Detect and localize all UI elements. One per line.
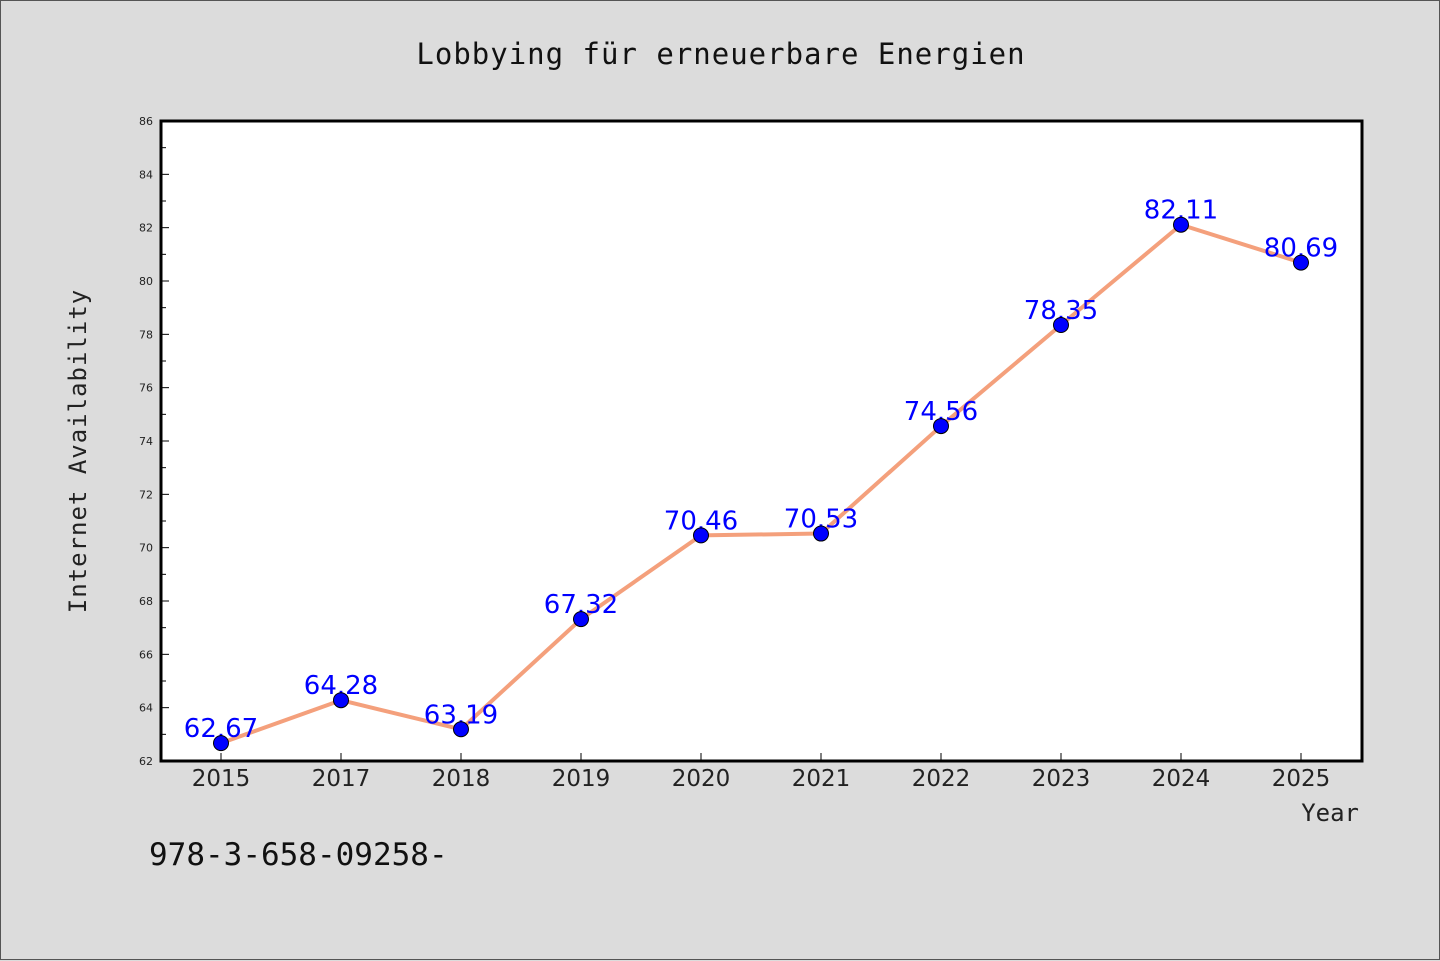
data-point	[1173, 216, 1189, 233]
y-tick-label: 72	[139, 488, 153, 501]
data-markers	[213, 216, 1309, 752]
y-tick-label: 84	[139, 168, 153, 181]
y-axis-label: Internet Availability	[64, 289, 92, 613]
data-point	[693, 527, 709, 544]
y-tick-label: 78	[139, 328, 153, 341]
y-tick-label: 64	[139, 702, 153, 715]
y-tick-label: 68	[139, 595, 153, 608]
data-point	[453, 721, 469, 738]
footer-note: 978-3-658-09258-	[149, 837, 448, 873]
data-point	[933, 418, 949, 435]
data-point	[1293, 254, 1309, 271]
x-tick-label: 2015	[192, 766, 251, 792]
data-point	[813, 525, 829, 542]
x-tick-label: 2023	[1032, 766, 1091, 792]
plot-area	[159, 119, 1364, 763]
x-tick-label: 2022	[912, 766, 971, 792]
y-axis: 62 64 66 68 70 72 74 76 78 80 82 84 86	[139, 115, 169, 768]
x-tick-label: 2017	[312, 766, 371, 792]
data-point	[573, 611, 589, 628]
x-tick-label: 2018	[432, 766, 491, 792]
x-axis: 2015 2017 2018 2019 2020 2021 2022 2023 2024 2025	[192, 753, 1331, 792]
y-tick-label: 74	[139, 435, 153, 448]
x-tick-label: 2019	[552, 766, 611, 792]
x-tick-label: 2025	[1272, 766, 1331, 792]
x-tick-label: 2021	[792, 766, 851, 792]
y-tick-label: 66	[139, 648, 153, 661]
x-tick-label: 2020	[672, 766, 731, 792]
series-line	[220, 222, 1302, 746]
x-tick-label: 2024	[1152, 766, 1211, 792]
chart-title: Lobbying für erneuerbare Energien	[416, 37, 1025, 71]
y-tick-label: 62	[139, 755, 153, 768]
y-tick-label: 76	[139, 382, 153, 395]
x-axis-label: Year	[1301, 799, 1359, 827]
data-point	[333, 692, 349, 709]
y-tick-label: 82	[139, 222, 153, 235]
y-tick-label: 70	[139, 542, 153, 555]
y-tick-label: 86	[139, 115, 153, 128]
y-tick-label: 80	[139, 275, 153, 288]
data-point	[1053, 317, 1069, 333]
data-point	[213, 735, 229, 752]
